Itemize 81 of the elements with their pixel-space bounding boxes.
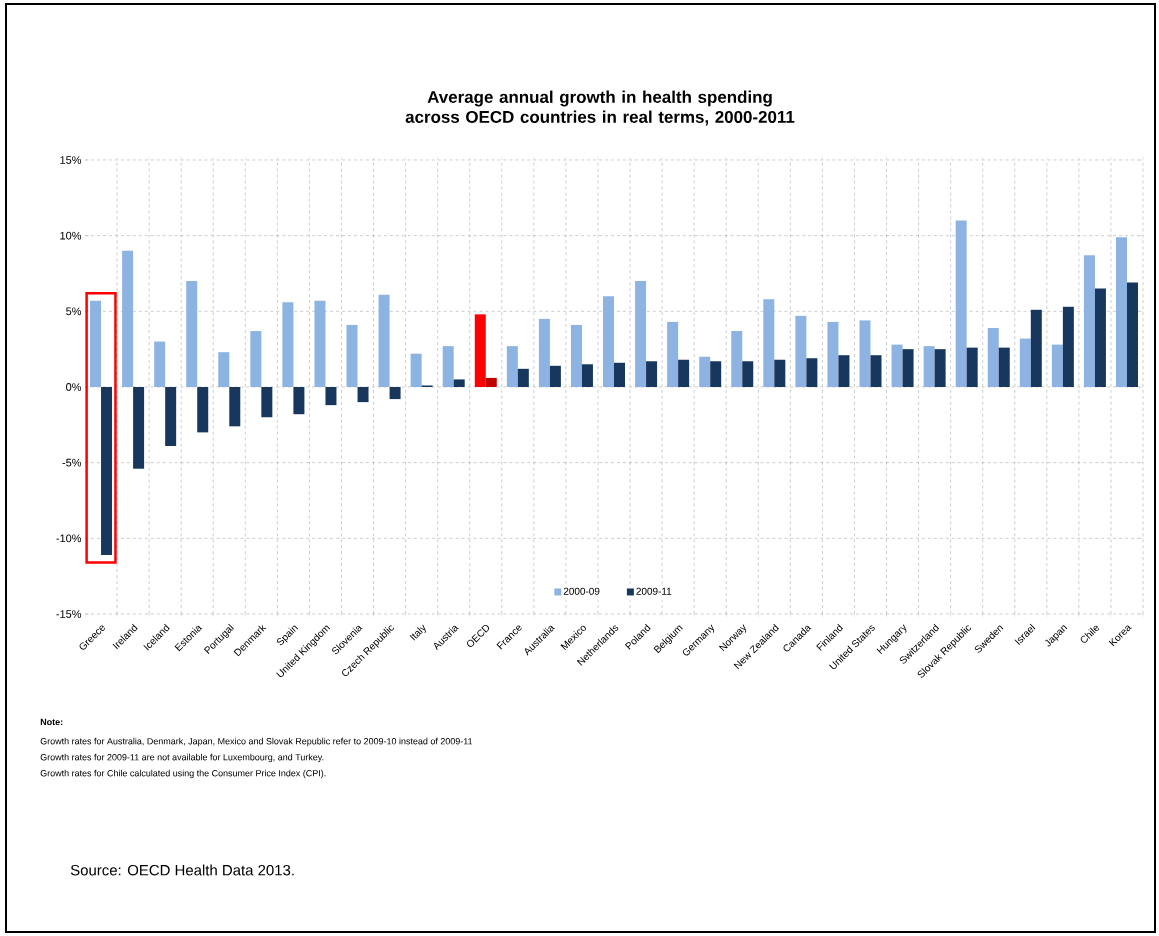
bar	[314, 300, 326, 387]
legend-label: 2009-11	[636, 587, 672, 595]
bar	[966, 347, 978, 387]
bar	[678, 359, 690, 387]
bar	[1051, 344, 1063, 387]
bar	[731, 330, 743, 387]
bar	[806, 358, 818, 387]
x-tick-label: Italy	[409, 624, 426, 641]
bar	[923, 346, 935, 387]
bar	[742, 361, 754, 387]
bar	[955, 220, 967, 387]
bar	[357, 386, 369, 403]
y-tick-label: -15%	[56, 610, 82, 618]
bar	[774, 359, 786, 387]
bar	[90, 300, 102, 387]
bar	[838, 355, 850, 387]
bar	[517, 368, 529, 387]
bar	[635, 281, 647, 387]
bar	[646, 361, 658, 387]
bar	[763, 299, 775, 387]
y-tick-label: 10%	[60, 231, 82, 240]
bar	[699, 356, 711, 387]
y-tick-label: 15%	[60, 156, 82, 164]
bar	[218, 352, 230, 387]
bar	[902, 349, 914, 387]
bar	[795, 315, 807, 387]
bar	[603, 296, 615, 387]
bar	[827, 321, 839, 387]
bar	[378, 294, 390, 387]
bar	[261, 386, 273, 418]
bar	[538, 318, 550, 387]
chart-title: Average annual growth in health spending across OECD countries in real terms, 2000-2011	[405, 90, 795, 126]
bar	[1030, 309, 1042, 387]
bar	[165, 386, 177, 447]
bar	[410, 353, 422, 387]
bar	[934, 349, 946, 387]
bar	[133, 386, 145, 469]
bar	[506, 346, 518, 387]
bar	[891, 344, 903, 387]
bar	[453, 379, 465, 387]
y-tick-label: -5%	[62, 458, 82, 467]
bar	[197, 386, 209, 433]
bar	[250, 330, 262, 387]
bar	[614, 362, 626, 387]
bar	[667, 321, 679, 387]
bar	[581, 364, 593, 387]
text: Growth rates for 2009-11 are not available for Luxembourg, and Turkey.	[40, 753, 324, 763]
bar	[442, 346, 454, 387]
bar	[325, 386, 337, 406]
text: Note:	[40, 718, 63, 726]
source-note: Source: OECD Health Data 2013.	[70, 864, 294, 876]
bar	[122, 250, 134, 387]
bar	[282, 302, 294, 387]
text: Growth rates for Australia, Denmark, Japan, Mexico and Slovak Republic refer to 2009-10 instead of 2009-11	[40, 737, 473, 747]
bar	[859, 320, 871, 387]
bar	[1019, 338, 1031, 387]
bar	[474, 314, 486, 387]
bar	[389, 386, 401, 400]
bar	[549, 365, 561, 387]
bar	[1094, 288, 1106, 387]
y-tick-label: 5%	[66, 307, 82, 316]
bar	[987, 327, 999, 387]
y-tick-label: -10%	[56, 534, 82, 543]
text: Growth rates for Chile calculated using the Consumer Price Index (CPI).	[40, 769, 326, 779]
bar	[1062, 306, 1074, 387]
bar	[154, 341, 166, 387]
bar	[346, 324, 358, 387]
bar	[710, 361, 722, 387]
bar	[998, 347, 1010, 387]
bar	[570, 324, 582, 387]
bar	[1115, 237, 1127, 387]
bar	[293, 386, 305, 415]
legend-label: 2000-09	[563, 587, 600, 595]
bar	[1083, 255, 1095, 387]
y-tick-label: 0%	[66, 383, 82, 391]
bar	[229, 386, 241, 427]
bar	[485, 377, 497, 387]
bar	[1126, 282, 1138, 387]
bar	[870, 355, 882, 387]
bar	[101, 386, 113, 555]
bar	[186, 281, 198, 387]
